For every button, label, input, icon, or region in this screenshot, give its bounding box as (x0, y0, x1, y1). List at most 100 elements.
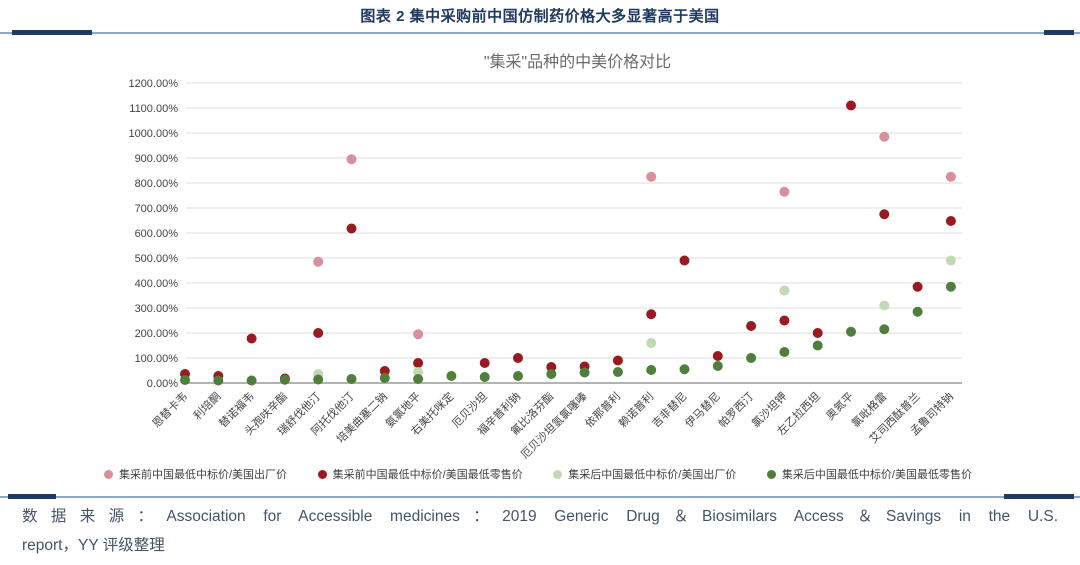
legend-item: 集采前中国最低中标价/美国出厂价 (104, 466, 287, 482)
legend-marker-icon (766, 469, 776, 479)
y-axis-tick-label: 700.00% (135, 203, 179, 215)
scatter-point (812, 340, 823, 351)
chart-legend: 集采前中国最低中标价/美国出厂价 集采前中国最低中标价/美国最低零售价 集采后中国最… (104, 466, 972, 482)
legend-marker-icon (317, 469, 327, 479)
y-axis-tick-label: 100.00% (135, 353, 179, 365)
scatter-point (912, 281, 923, 292)
scatter-point (779, 186, 790, 197)
figure-title: 图表 2 集中采购前中国仿制药价格大多显著高于美国 (360, 8, 720, 25)
scatter-point (712, 351, 723, 361)
x-axis-category-label: 奥氮平 (823, 389, 856, 422)
scatter-point (413, 358, 424, 368)
data-source-line1: 数据来源：Association for Accessible medicine… (22, 508, 1058, 525)
scatter-point (546, 362, 557, 372)
scatter-point (646, 338, 657, 348)
legend-label: 集采前中国最低中标价/美国最低零售价 (332, 469, 523, 481)
bottom-divider (0, 494, 1080, 500)
scatter-point (413, 367, 424, 377)
legend-item: 集采后中国最低中标价/美国出厂价 (553, 466, 736, 482)
scatter-point (846, 100, 856, 111)
scatter-point (945, 171, 956, 182)
scatter-point (513, 371, 523, 381)
scatter-point (779, 315, 790, 326)
scatter-point (579, 367, 590, 378)
scatter-point (879, 300, 890, 311)
legend-label: 集采后中国最低中标价/美国出厂价 (568, 469, 737, 481)
bottom-divider-accent-left (8, 494, 56, 499)
scatter-point (313, 328, 324, 338)
scatter-point (479, 372, 490, 382)
scatter-point (646, 365, 657, 375)
x-axis-category-label: 伊马替尼 (682, 389, 723, 430)
scatter-point (546, 369, 557, 379)
y-axis-tick-label: 500.00% (135, 253, 179, 265)
scatter-point (646, 171, 657, 182)
y-axis-tick-label: 200.00% (135, 328, 179, 340)
scatter-point (746, 353, 757, 363)
top-divider-accent-right (1044, 30, 1074, 35)
legend-label: 集采后中国最低中标价/美国最低零售价 (781, 469, 972, 481)
y-axis-tick-label: 1200.00% (128, 78, 178, 90)
y-axis-tick-label: 900.00% (135, 153, 179, 165)
scatter-point (779, 347, 790, 357)
scatter-point (912, 306, 923, 317)
legend-marker-icon (553, 469, 563, 479)
legend-item: 集采前中国最低中标价/美国最低零售价 (317, 466, 523, 482)
scatter-point (846, 326, 856, 337)
scatter-point (779, 285, 790, 296)
x-axis-category-label: 利培酮 (190, 389, 223, 422)
scatter-point (379, 373, 390, 383)
scatter-point (746, 321, 757, 331)
y-axis-tick-label: 800.00% (135, 178, 179, 190)
x-axis-category-label: 恩替卡韦 (149, 389, 190, 430)
scatter-point (513, 353, 523, 363)
scatter-point (479, 358, 490, 368)
legend-label: 集采前中国最低中标价/美国出厂价 (119, 469, 288, 481)
scatter-point (945, 216, 956, 226)
scatter-point (279, 374, 290, 385)
scatter-point (945, 255, 956, 266)
scatter-point (313, 374, 324, 385)
x-axis-category-label: 赖诺普利 (615, 389, 656, 430)
y-axis-tick-label: 1100.00% (129, 103, 178, 115)
scatter-point (879, 131, 890, 142)
top-divider (0, 30, 1080, 36)
scatter-point (612, 367, 623, 377)
bottom-divider-accent-right (1004, 494, 1074, 499)
scatter-point (612, 355, 623, 366)
scatter-point (679, 364, 690, 375)
bottom-divider-line (0, 496, 1080, 498)
x-axis-category-label: 帕罗西汀 (715, 389, 756, 430)
legend-item: 集采后中国最低中标价/美国最低零售价 (766, 466, 972, 482)
scatter-point (346, 223, 357, 234)
scatter-point (812, 328, 823, 338)
scatter-point (413, 374, 424, 384)
top-divider-line (0, 32, 1080, 34)
scatter-point (180, 375, 190, 385)
y-axis-tick-label: 400.00% (135, 278, 179, 290)
legend-marker-icon (104, 469, 113, 479)
y-axis-tick-label: 0.00% (147, 378, 178, 390)
scatter-point (945, 281, 956, 292)
scatter-point (646, 309, 657, 320)
data-source-note: 数据来源：Association for Accessible medicine… (0, 502, 1080, 560)
scatter-point (712, 361, 723, 371)
chart-title: "集采"品种的中美价格对比 (483, 54, 672, 71)
scatter-point (313, 256, 324, 267)
x-axis-category-label: 依那普利 (582, 389, 623, 430)
top-divider-accent-left (12, 30, 92, 35)
scatter-point (679, 255, 690, 266)
scatter-point (379, 366, 390, 376)
y-axis-tick-label: 600.00% (135, 228, 179, 240)
scatter-point (346, 154, 357, 165)
x-axis-category-label: 吉非替尼 (649, 389, 690, 430)
scatter-point (446, 371, 457, 381)
y-axis-tick-label: 1000.00% (128, 128, 178, 140)
scatter-point (879, 324, 890, 335)
scatter-point (879, 209, 890, 220)
scatter-point (246, 375, 257, 386)
price-comparison-scatter-chart: 0.00% 100.00% 200.00% 300.00% 400.00% 500.00%… (128, 78, 962, 461)
scatter-point (346, 374, 357, 384)
scatter-point (413, 329, 424, 340)
